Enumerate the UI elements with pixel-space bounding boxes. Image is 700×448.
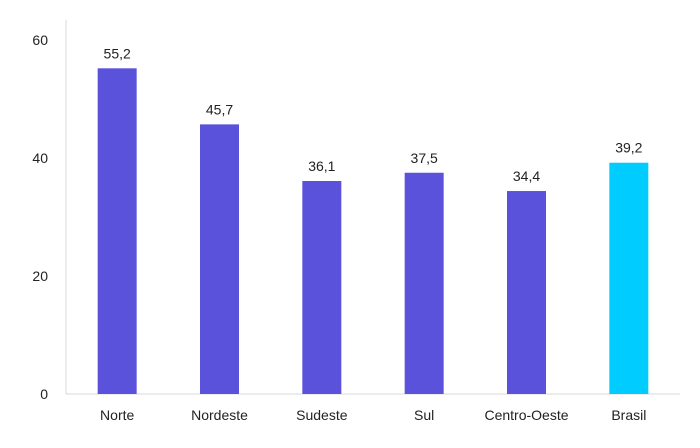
value-labels: 55,2 45,7 36,1 37,5 34,4 39,2 xyxy=(104,45,643,184)
data-label: 37,5 xyxy=(411,150,438,166)
x-tick-label: Sudeste xyxy=(296,407,348,423)
x-tick-label: Sul xyxy=(414,407,434,423)
bar-sudeste xyxy=(302,181,342,394)
y-tick-label: 40 xyxy=(32,150,48,166)
bar-sul xyxy=(404,172,444,394)
data-label: 45,7 xyxy=(206,101,233,117)
y-tick-label: 20 xyxy=(32,268,48,284)
y-tick-label: 60 xyxy=(32,32,48,48)
bars xyxy=(97,68,649,395)
x-tick-label: Norte xyxy=(100,407,134,423)
data-label: 55,2 xyxy=(104,45,131,61)
x-tick-label: Centro-Oeste xyxy=(484,407,568,423)
y-tick-label: 0 xyxy=(40,386,48,402)
bar-nordeste xyxy=(200,124,239,395)
data-label: 39,2 xyxy=(615,140,642,156)
data-label: 34,4 xyxy=(513,168,540,184)
x-axis: Norte Nordeste Sudeste Sul Centro-Oeste Brasi… xyxy=(66,393,680,423)
x-tick-label: Nordeste xyxy=(191,407,248,423)
bar-norte xyxy=(97,68,137,394)
bar-brasil xyxy=(609,162,649,394)
bar-centro-oeste xyxy=(507,191,546,394)
x-tick-label: Brasil xyxy=(611,407,646,423)
data-label: 36,1 xyxy=(308,158,335,174)
y-axis: 0 20 40 60 xyxy=(32,20,67,402)
